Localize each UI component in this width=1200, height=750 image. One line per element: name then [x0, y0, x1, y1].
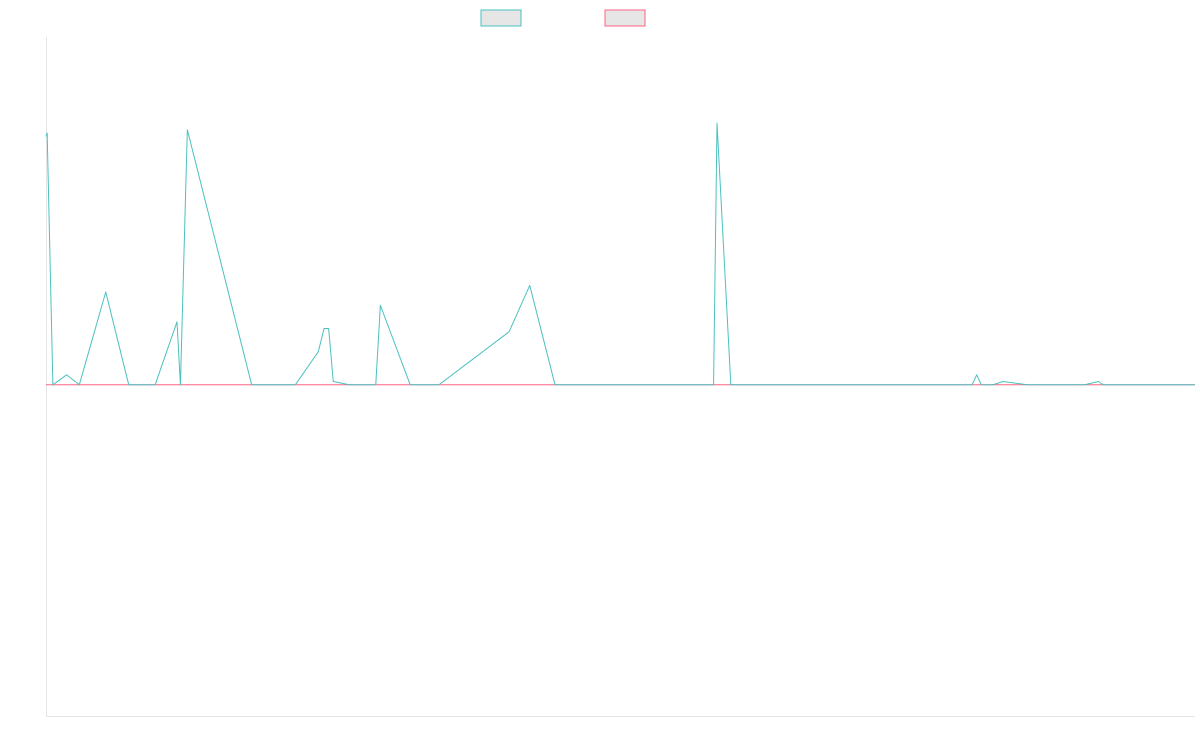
plot-area: [45, 122, 1196, 386]
legend: [480, 9, 646, 27]
legend-swatch-series-2[interactable]: [604, 9, 646, 27]
series-1-line[interactable]: [45, 122, 1195, 386]
series-1: [45, 122, 1196, 386]
axes: [46, 37, 1195, 717]
legend-swatch-series-1[interactable]: [480, 9, 522, 27]
